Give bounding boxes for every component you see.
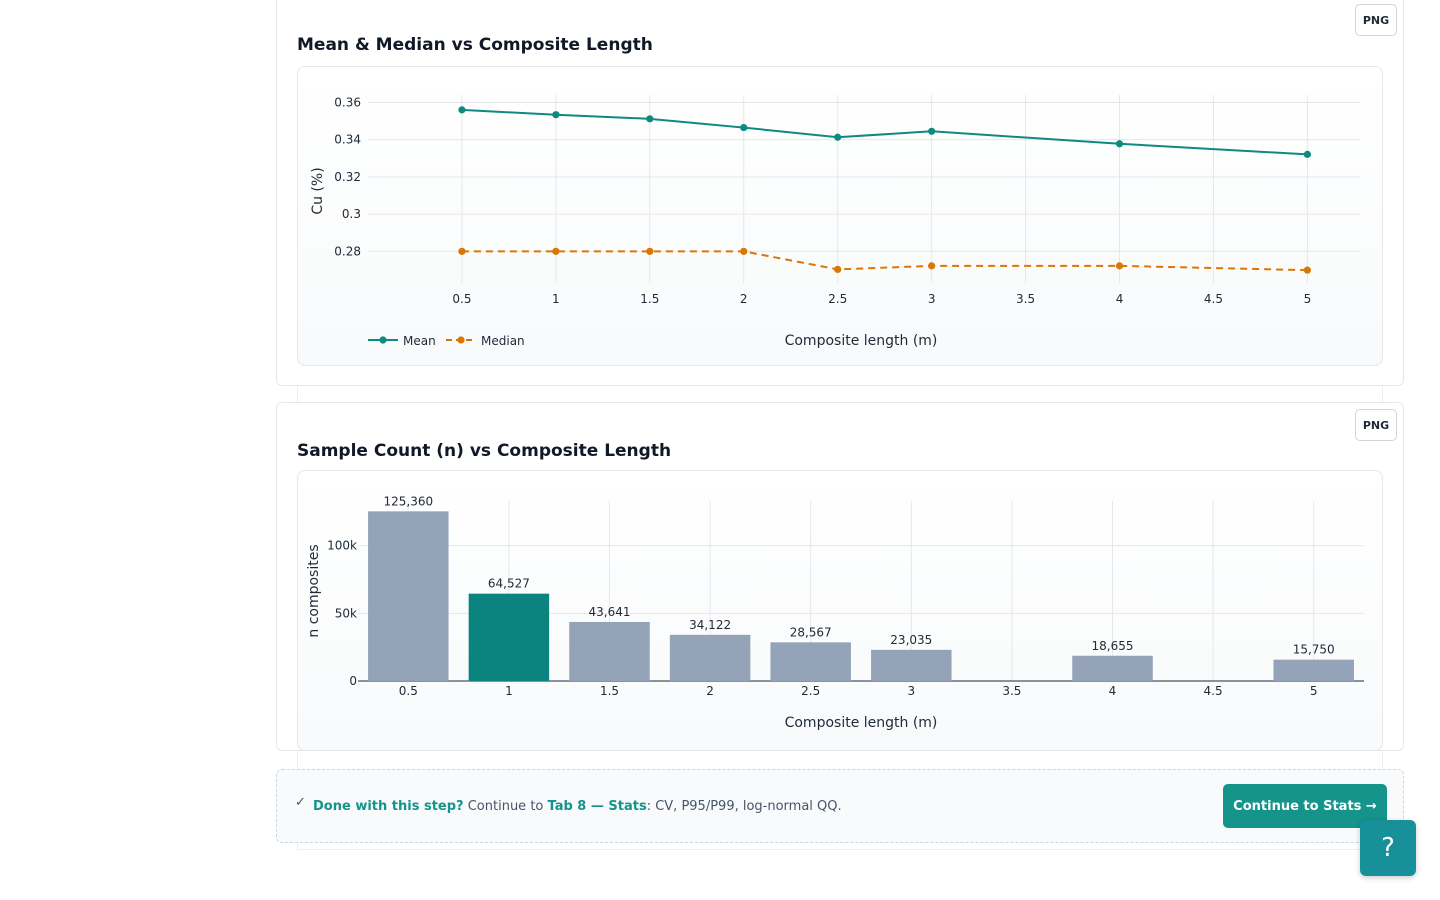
bar	[569, 621, 650, 681]
continue-text: Continue to	[463, 799, 548, 814]
data-label: 18,655	[1092, 639, 1134, 653]
data-label: 23,035	[890, 633, 932, 647]
x-tick-label: 4	[1116, 292, 1124, 306]
bar	[669, 634, 751, 681]
bar	[1072, 655, 1153, 681]
bar	[871, 649, 952, 681]
data-label: 34,122	[689, 618, 731, 632]
data-label: 15,750	[1293, 643, 1335, 657]
bar	[468, 593, 550, 681]
x-tick-label: 2	[706, 684, 714, 698]
bar	[1273, 659, 1354, 681]
chart-title: Mean & Median vs Composite Length	[297, 35, 653, 55]
y-tick-label: 0.34	[334, 133, 361, 147]
y-axis-title: n composites	[306, 544, 322, 637]
next-step-text: Done with this step? Continue to Tab 8 —…	[313, 799, 842, 814]
x-tick-label: 1.5	[640, 292, 659, 306]
bar-chart-svg: 100k 50k 0 0.5 125,360 1 64,527 1.5 43,641 2 34,12…	[306, 494, 1364, 731]
data-point	[1115, 140, 1124, 148]
y-tick-label: 0.36	[334, 95, 361, 109]
x-tick-label: 4	[1109, 684, 1117, 698]
x-tick-label: 4.5	[1204, 292, 1223, 306]
y-tick-label: 0	[349, 674, 357, 688]
x-tick-label: 3	[928, 292, 936, 306]
legend-marker	[457, 336, 465, 344]
data-label: 43,641	[589, 605, 631, 619]
data-point	[1303, 266, 1311, 274]
data-point	[646, 247, 654, 255]
y-tick-label: 50k	[335, 606, 357, 620]
x-axis-title: Composite length (m)	[785, 715, 938, 731]
x-tick-label: 0.5	[399, 684, 418, 698]
series-line-mean	[461, 108, 1308, 156]
continue-to-stats-button[interactable]: Continue to Stats →	[1223, 784, 1387, 828]
data-point	[1303, 150, 1311, 158]
data-point	[1115, 262, 1124, 270]
data-label: 64,527	[488, 577, 530, 591]
x-tick-label: 3.5	[1016, 292, 1035, 306]
tab-link-label: Tab 8 — Stats	[547, 799, 647, 814]
data-point	[552, 247, 560, 255]
data-point	[834, 133, 842, 141]
legend-label: Mean	[403, 334, 436, 348]
x-axis-title: Composite length (m)	[785, 333, 938, 349]
x-tick-label: 2.5	[828, 292, 847, 306]
x-tick-label: 0.5	[452, 292, 471, 306]
y-tick-label: 100k	[327, 539, 357, 553]
y-tick-label: 0.3	[342, 207, 361, 221]
legend-marker	[379, 336, 387, 344]
data-label: 125,360	[383, 494, 433, 508]
export-png-button[interactable]: PNG	[1355, 4, 1397, 36]
done-label: Done with this step?	[313, 799, 464, 814]
data-point	[458, 106, 466, 114]
data-point	[928, 262, 936, 270]
y-tick-label: 0.32	[334, 170, 361, 184]
y-tick-label: 0.28	[334, 244, 361, 258]
data-point	[928, 127, 936, 135]
data-point	[740, 123, 748, 132]
help-button[interactable]: ?	[1360, 820, 1416, 876]
chart-title: Sample Count (n) vs Composite Length	[297, 441, 672, 461]
line-chart-svg: 0.5 1 1.5 2 2.5 3 3.5 4 4.5 5 0.36 0.34 0.32 0.3 0.28 C…	[310, 95, 1360, 349]
next-step-banner: ✓ Done with this step? Continue to Tab 8…	[276, 769, 1404, 843]
x-tick-label: 5	[1304, 292, 1312, 306]
x-tick-label: 2	[740, 292, 748, 306]
series-line-median	[461, 250, 1308, 272]
tab-description: : CV, P95/P99, log-normal QQ.	[646, 799, 842, 814]
x-tick-label: 1	[552, 292, 560, 306]
x-tick-label: 3.5	[1002, 684, 1021, 698]
bar	[368, 511, 449, 681]
chart-plot-area: 0.5 1 1.5 2 2.5 3 3.5 4 4.5 5 0.36 0.34 0.32 0.3 0.28 C…	[297, 66, 1383, 366]
data-point	[458, 247, 466, 255]
x-tick-label: 1.5	[600, 684, 619, 698]
check-icon: ✓	[295, 795, 306, 810]
export-png-button[interactable]: PNG	[1355, 409, 1397, 441]
x-tick-label: 3	[907, 684, 915, 698]
data-point	[646, 115, 654, 123]
chart-plot-area: 100k 50k 0 0.5 125,360 1 64,527 1.5 43,641 2 34,12…	[297, 470, 1383, 751]
mean-median-chart-card: Mean & Median vs Composite Length PNG 0.…	[276, 0, 1404, 386]
data-point	[552, 111, 560, 119]
x-tick-label: 4.5	[1204, 684, 1223, 698]
legend-label: Median	[481, 334, 525, 348]
x-tick-label: 1	[505, 684, 513, 698]
data-point	[740, 247, 748, 255]
y-axis-title: Cu (%)	[310, 167, 326, 214]
data-label: 28,567	[790, 625, 832, 639]
sample-count-chart-card: Sample Count (n) vs Composite Length PNG…	[276, 402, 1404, 751]
x-tick-label: 2.5	[801, 684, 820, 698]
data-point	[834, 265, 842, 274]
bar	[770, 642, 851, 681]
x-tick-label: 5	[1310, 684, 1318, 698]
